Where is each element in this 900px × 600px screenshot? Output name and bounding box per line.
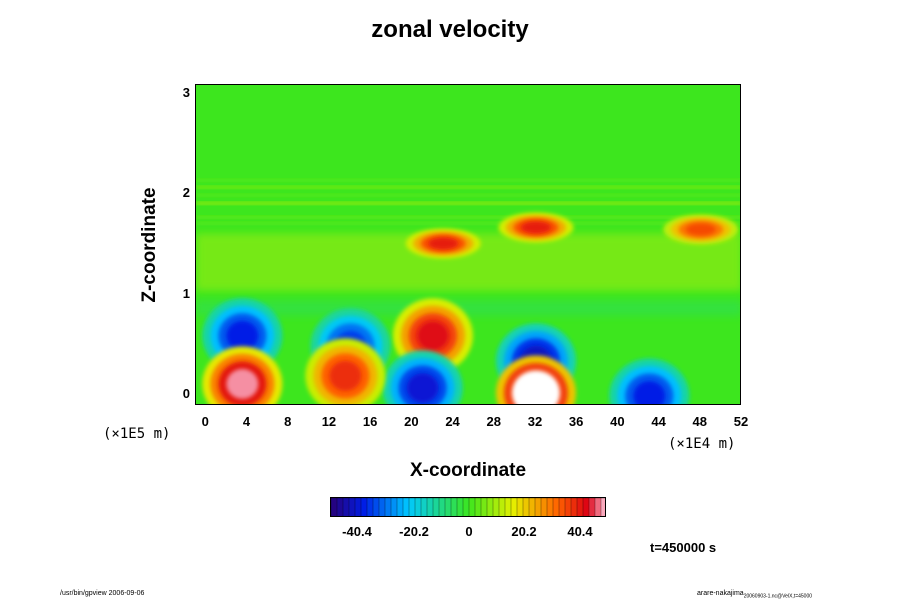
colorbar-segment: [492, 498, 500, 516]
colorbar-segment: [510, 498, 518, 516]
colorbar-segment: [468, 498, 476, 516]
colorbar-segment: [600, 498, 605, 516]
y-tick-label: 3: [182, 85, 190, 101]
colorbar-segment: [432, 498, 440, 516]
footer-right-main: arare-nakajima: [697, 590, 744, 597]
colorbar-segment: [534, 498, 542, 516]
colorbar-segment: [570, 498, 578, 516]
footer-right-sub: 20060903-1.nc@VelX,t=45000: [743, 593, 813, 600]
velocity-maximum: [428, 237, 459, 250]
colorbar: [330, 497, 606, 517]
colorbar-segment: [438, 498, 446, 516]
velocity-maximum: [685, 223, 716, 236]
footer-right: arare-nakajima20060903-1.nc@VelX,t=45000: [697, 590, 812, 599]
colorbar-segment: [331, 498, 338, 516]
colorbar-segment: [420, 498, 428, 516]
x-tick-label: 52: [733, 414, 749, 429]
colorbar-segment: [588, 498, 596, 516]
x-tick-label: 20: [404, 414, 419, 429]
colorbar-segment: [378, 498, 386, 516]
x-scale-label: (×1E4 m): [668, 436, 736, 452]
x-tick-label: 0: [201, 414, 209, 429]
plot-area: [195, 84, 741, 405]
colorbar-segment: [414, 498, 422, 516]
chart-title: zonal velocity: [371, 16, 529, 43]
colorbar-segment: [342, 498, 350, 516]
colorbar-tick-label: 0: [465, 524, 473, 539]
colorbar-segment: [522, 498, 530, 516]
x-tick-label: 16: [362, 414, 378, 429]
velocity-band: [196, 179, 740, 182]
colorbar-segment: [462, 498, 470, 516]
colorbar-tick-label: -40.4: [342, 524, 372, 539]
y-tick-label: 0: [182, 385, 190, 401]
colorbar-segment: [390, 498, 398, 516]
y-scale-label: (×1E5 m): [103, 426, 171, 442]
colorbar-segment: [348, 498, 356, 516]
colorbar-segment: [354, 498, 362, 516]
x-tick-label: 36: [568, 414, 584, 429]
velocity-maximum: [226, 368, 259, 399]
colorbar-tick-label: 40.4: [567, 524, 593, 539]
x-tick-label: 40: [610, 414, 625, 429]
y-axis-label: Z-coordinate: [139, 187, 160, 303]
colorbar-segment: [582, 498, 590, 516]
velocity-maximum: [416, 320, 449, 351]
x-tick-label: 48: [692, 414, 708, 429]
colorbar-segment: [498, 498, 506, 516]
x-tick-label: 12: [321, 414, 337, 429]
colorbar-segment: [528, 498, 536, 516]
velocity-band: [196, 300, 740, 316]
colorbar-segment: [540, 498, 548, 516]
colorbar-segment: [384, 498, 392, 516]
velocity-maximum: [520, 221, 551, 234]
colorbar-segment: [450, 498, 458, 516]
colorbar-segment: [474, 498, 482, 516]
colorbar-segment: [456, 498, 464, 516]
time-label: t=450000 s: [650, 540, 717, 555]
y-tick-label: 2: [182, 185, 190, 201]
colorbar-segment: [336, 498, 344, 516]
x-tick-label: 32: [527, 414, 543, 429]
colorbar-segment: [486, 498, 494, 516]
velocity-band: [196, 194, 740, 197]
footer-left: /usr/bin/gpview 2006-09-06: [60, 590, 145, 597]
colorbar-tick-label: -20.2: [399, 524, 429, 539]
y-tick-label: 1: [182, 285, 190, 301]
x-tick-label: 44: [651, 414, 666, 429]
colorbar-segment: [480, 498, 488, 516]
colorbar-segment: [516, 498, 524, 516]
velocity-maximum: [519, 377, 552, 404]
colorbar-segment: [396, 498, 404, 516]
colorbar-segment: [552, 498, 560, 516]
colorbar-segment: [546, 498, 554, 516]
velocity-band: [196, 186, 740, 189]
velocity-minimum: [633, 380, 666, 404]
colorbar-segment: [402, 498, 410, 516]
colorbar-segment: [576, 498, 584, 516]
velocity-field: [196, 85, 740, 404]
velocity-minimum: [226, 320, 259, 351]
colorbar-segment: [594, 498, 602, 516]
colorbar-segment: [504, 498, 512, 516]
velocity-band: [196, 216, 740, 219]
colorbar-segment: [444, 498, 452, 516]
colorbar-tick-label: 20.2: [511, 524, 537, 539]
colorbar-segment: [360, 498, 368, 516]
colorbar-segment: [426, 498, 434, 516]
x-tick-label: 8: [284, 414, 292, 429]
velocity-maximum: [329, 360, 362, 391]
velocity-band: [196, 202, 740, 205]
colorbar-segment: [408, 498, 416, 516]
x-tick-label: 28: [486, 414, 501, 429]
colorbar-segment: [564, 498, 572, 516]
velocity-minimum: [406, 372, 439, 403]
x-axis-label: X-coordinate: [409, 460, 527, 481]
colorbar-segment: [558, 498, 566, 516]
x-tick-label: 24: [445, 414, 460, 429]
colorbar-segment: [366, 498, 374, 516]
colorbar-segment: [372, 498, 380, 516]
velocity-band: [196, 222, 740, 225]
x-tick-label: 4: [242, 414, 251, 429]
